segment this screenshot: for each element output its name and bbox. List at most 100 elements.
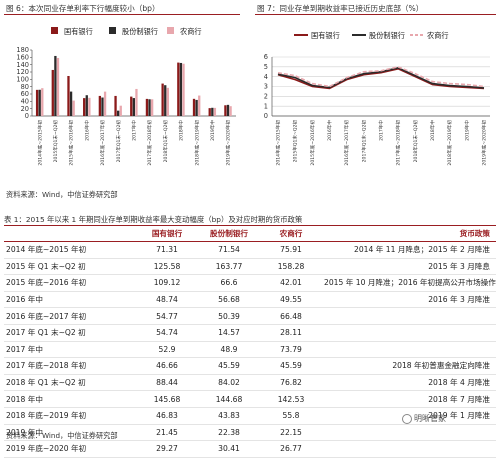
bar (51, 69, 54, 116)
table-row: 2018 年底~2019 年初 46.83 43.83 55.8 2019 年 1 月降… (4, 407, 496, 425)
bar (117, 110, 120, 116)
cell-monetary-policy: 2018 年 4 月降准 (322, 374, 496, 392)
cell-joint-stock-banks: 14.57 (198, 324, 260, 342)
table-caption: 表 1：2015 年以来 1 年期同业存单到期收益率最大变动幅度（bp）及对应时… (4, 215, 303, 224)
table-row: 2017 年 Q1 末~Q2 初 54.74 14.57 28.11 (4, 324, 496, 342)
legend-label: 国有银行 (64, 27, 93, 36)
cell-period: 2018 年底~2019 年初 (4, 407, 136, 425)
bar (198, 95, 201, 116)
bar (192, 98, 196, 116)
cell-joint-stock-banks: 45.59 (198, 357, 260, 375)
bar (119, 105, 122, 116)
cell-rural-banks: 28.11 (260, 324, 322, 342)
cell-state-banks: 125.58 (136, 258, 198, 276)
bar (164, 85, 167, 116)
cell-rural-banks: 42.01 (260, 274, 322, 292)
table-row: 2017 年中 52.9 48.9 73.79 (4, 341, 496, 359)
x-tick-label: 2018年底~2019年初 (193, 120, 200, 166)
y-tick-label: 40 (21, 98, 29, 106)
cell-monetary-policy: 2018 年 7 月降准 (322, 390, 496, 408)
cell-state-banks: 48.74 (136, 291, 198, 309)
bar (132, 98, 135, 116)
x-tick-label: 2019年中 (209, 120, 216, 141)
cell-state-banks: 71.31 (136, 241, 198, 259)
cell-period: 2016 年底~2017 年初 (4, 307, 136, 325)
figure7-title-rule (255, 14, 496, 15)
cell-state-banks: 54.74 (136, 324, 198, 342)
cell-state-banks: 54.77 (136, 307, 198, 325)
cell-period: 2016 年中 (4, 291, 136, 309)
x-tick-label: 2018年Q1末~Q2初 (162, 120, 169, 163)
cell-state-banks: 46.66 (136, 357, 198, 375)
cell-period: 2019 年中 (4, 424, 136, 442)
header-joint-stock-banks: 股份制银行 (198, 226, 260, 242)
cell-rural-banks: 75.91 (260, 241, 322, 259)
legend-swatch (109, 27, 116, 34)
bar (85, 95, 88, 116)
cell-joint-stock-banks: 30.41 (198, 440, 260, 458)
table-title-rule (4, 225, 496, 226)
header-monetary-policy: 货币政策 (322, 226, 496, 242)
y-tick-label: 5 (264, 63, 268, 71)
y-tick-label: 0 (25, 112, 29, 120)
y-tick-label: 160 (16, 54, 29, 62)
x-tick-label: 2016年底~2017年初 (99, 120, 106, 166)
x-tick-label: 2017年底~2018年初 (146, 120, 153, 166)
bar (35, 89, 39, 116)
figure6-title: 图 6：本次同业存单利率下行幅度较小（bp） (6, 4, 160, 13)
x-tick-label: 2017年Q1末~Q2初 (115, 120, 122, 163)
y-tick-label: 3 (264, 83, 268, 91)
table-row: 2019 年底~2020 年初 29.27 30.41 26.77 (4, 440, 496, 458)
table-row: 2015 年底~2016 年初 109.12 66.6 42.01 2015 年 10 … (4, 274, 496, 292)
legend-swatch (51, 27, 58, 34)
bar (72, 100, 75, 116)
watermark-text: 明晰管家 (414, 414, 446, 423)
bar-chart: 国有银行 股份制银行 农商行 0 20 40 60 80 100 120 140 160 180 2014… (4, 17, 242, 183)
cell-monetary-policy (322, 440, 496, 458)
cell-state-banks: 145.68 (136, 390, 198, 408)
cell-monetary-policy (322, 307, 496, 325)
cell-rural-banks: 73.79 (260, 341, 322, 359)
x-tick-label: 2018年中 (178, 120, 185, 141)
bar (177, 62, 180, 116)
cell-state-banks: 88.44 (136, 374, 198, 392)
cell-joint-stock-banks: 43.83 (198, 407, 260, 425)
cell-rural-banks: 76.82 (260, 374, 322, 392)
bar (56, 57, 60, 116)
table-row: 2014 年底~2015 年初 71.31 71.54 75.91 2014 年 11 … (4, 241, 496, 259)
x-tick-label: 2018年Q1末~Q2初 (412, 120, 419, 163)
cell-rural-banks: 45.59 (260, 357, 322, 375)
cell-joint-stock-banks: 50.39 (198, 307, 260, 325)
bar (41, 88, 44, 116)
source-note-top: 资料来源：Wind，中信证券研究部 (6, 190, 118, 199)
x-tick-label: 2015年Q1末~Q2初 (52, 120, 59, 163)
y-tick-label: 80 (21, 83, 29, 91)
x-tick-label: 2016年底~2017年初 (343, 120, 350, 166)
cell-state-banks: 52.9 (136, 341, 198, 359)
y-tick-label: 6 (264, 53, 268, 61)
cell-monetary-policy (322, 341, 496, 359)
cell-monetary-policy: 2015 年 10 月降准；2016 年初提高公开市场操作频率 (322, 274, 496, 292)
legend-label: 国有银行 (311, 31, 340, 40)
y-tick-label: 60 (21, 90, 29, 98)
figure7-title: 图 7：同业存单到期收益率已接近历史底部（%） (257, 4, 424, 13)
x-tick-label: 2017年Q1末~Q2初 (360, 120, 367, 163)
y-tick-label: 120 (16, 68, 29, 76)
table-row: 2018 年 Q1 末~Q2 初 88.44 84.02 76.82 2018 年 4 … (4, 374, 496, 392)
cell-period: 2017 年底~2018 年初 (4, 357, 136, 375)
line-chart: 国有银行 股份制银行 农商行 0 1 2 3 4 5 6 2014年底~2015年初 2015年Q1末… (254, 17, 498, 183)
y-tick-label: 2 (264, 93, 268, 101)
x-tick-label: 2019年底~2020年初 (225, 120, 232, 166)
bar (38, 89, 41, 116)
cell-monetary-policy: 2016 年 3 月降准 (322, 291, 496, 309)
x-tick-label: 2014年底~2015年初 (275, 120, 282, 166)
bar (67, 75, 70, 116)
bar (224, 105, 227, 116)
x-tick-label: 2018年中 (429, 120, 436, 141)
y-tick-label: 4 (264, 73, 268, 81)
y-tick-label: 140 (16, 61, 29, 69)
cell-joint-stock-banks: 48.9 (198, 341, 260, 359)
table-row: 2018 年中 145.68 144.68 142.53 2018 年 7 月降准 (4, 390, 496, 408)
bar (226, 104, 230, 116)
bar (103, 91, 107, 116)
